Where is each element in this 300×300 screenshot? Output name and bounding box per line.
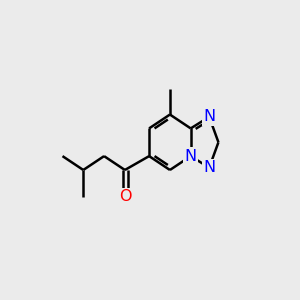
Text: N: N [184,148,197,164]
Text: O: O [118,189,131,204]
Text: N: N [203,109,215,124]
Text: N: N [203,160,215,175]
